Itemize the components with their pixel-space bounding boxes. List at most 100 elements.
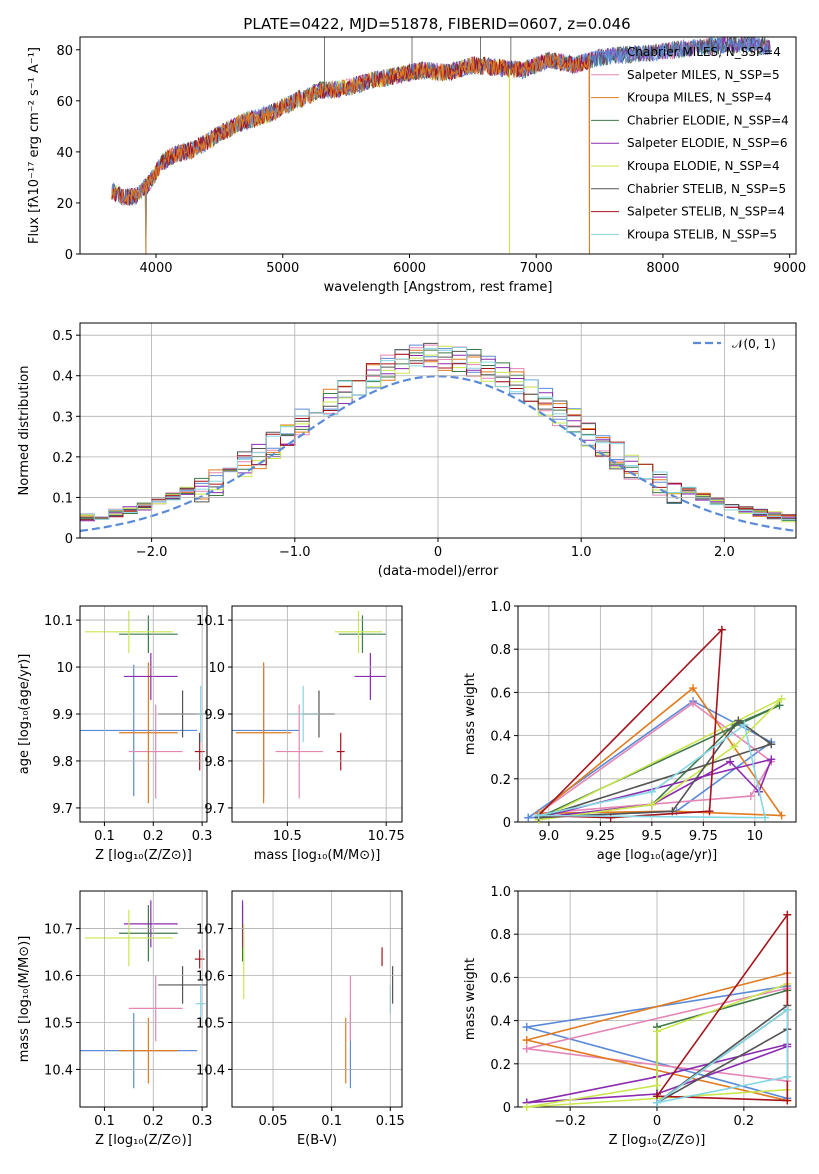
x-tick-label: 9000 [773, 261, 806, 276]
plot-area-age_vs_Z [80, 610, 207, 804]
y-tick-label: 0.8 [490, 643, 511, 658]
legend-label: Kroupa ELODIE, N_SSP=4 [627, 159, 780, 173]
panel-age_vs_Z: 0.1 0.2 0.3 9.7 9.8 9.9 10 10.1 Z [log₁₀(Z/Z⊙)] a… [17, 605, 213, 863]
y-tick-label: 80 [56, 44, 73, 59]
y-axis-label: age [log₁₀(age/yr)] [17, 654, 32, 775]
y-axis-label: mass [log₁₀(M/M⊙)] [17, 936, 32, 1063]
panel-age_vs_mass: 10.5 10.75 9.7 9.8 9.9 10 10.1 mass [log₁₀(M/M⊙… [196, 605, 405, 863]
y-tick-label: 0 [503, 1101, 511, 1116]
x-tick-label: 9.25 [586, 829, 615, 844]
weight-marker [653, 1027, 661, 1036]
weight-marker [730, 742, 739, 751]
y-tick-label: 0.6 [490, 971, 511, 986]
weight-marker [534, 811, 543, 820]
x-axis-label: E(B-V) [297, 1133, 337, 1148]
legend-label: Kroupa STELIB, N_SSP=5 [627, 227, 777, 241]
y-tick-label: 0.1 [52, 491, 73, 506]
y-tick-label: 0.4 [490, 1015, 511, 1030]
x-tick-label: 8000 [646, 261, 679, 276]
plot-area-age_vs_mass [232, 610, 387, 804]
axes-frame [79, 605, 208, 823]
x-tick-label: 4000 [139, 261, 172, 276]
y-axis-label: mass weight [463, 673, 478, 755]
weight-marker [767, 740, 776, 749]
weight-marker [783, 1096, 792, 1105]
weight-marker [647, 800, 656, 809]
weight-marker [777, 811, 786, 820]
x-tick-label: 0.2 [734, 1114, 755, 1129]
legend-label: Chabrier MILES, N_SSP=4 [627, 45, 781, 59]
plot-area-spectrum [111, 37, 771, 254]
weight-marker [606, 813, 615, 822]
x-tick-label: 0.2 [143, 829, 164, 844]
x-axis-label: age [log₁₀(age/yr)] [597, 848, 718, 863]
panel-residuals: −2.0 −1.0 0 1.0 2.0 0 0.1 0.2 0.3 0.4 0.5 (data-mod… [17, 322, 797, 579]
weight-marker [777, 694, 786, 703]
weight-marker [522, 1103, 531, 1111]
x-axis-label: mass [log₁₀(M/M⊙)] [254, 848, 381, 863]
weight-marker [522, 1036, 531, 1045]
y-tick-label: 0.3 [52, 410, 73, 425]
weight-marker [653, 1081, 661, 1090]
x-tick-label: 7000 [520, 261, 553, 276]
plot-area-mass_vs_ebv [241, 900, 394, 1089]
axes-frame [517, 605, 797, 823]
weight-marker [653, 1098, 661, 1107]
x-tick-label: 10.5 [273, 829, 302, 844]
panel-weight_vs_age: 9.0 9.25 9.5 9.75 10 0 0.2 0.4 0.6 0.8 1.0 age [log… [463, 600, 797, 863]
y-tick-label: 10.1 [196, 614, 225, 629]
axes-frame [79, 36, 797, 255]
x-tick-label: 0.15 [376, 1114, 405, 1129]
weight-line [656, 1008, 789, 1104]
y-tick-label: 9.7 [52, 802, 73, 817]
x-tick-label: 0.2 [143, 1114, 164, 1129]
weight-marker [746, 792, 755, 801]
legend-label: Salpeter STELIB, N_SSP=4 [627, 205, 785, 219]
y-tick-label: 10.7 [44, 923, 73, 938]
axes-frame [79, 322, 797, 539]
y-tick-label: 9.8 [52, 755, 73, 770]
y-tick-label: 1.0 [490, 885, 511, 900]
legend-label: Salpeter ELODIE, N_SSP=6 [627, 136, 788, 150]
panel-weight_vs_Z: −0.2 0 0.2 0 0.2 0.4 0.6 0.8 1.0 Z [log₁₀(Z/Z⊙)] m… [463, 885, 797, 1148]
y-tick-label: 9.9 [204, 708, 225, 723]
weight-marker [775, 701, 784, 710]
y-tick-label: 0.2 [490, 773, 511, 788]
weight-marker [783, 1072, 792, 1081]
panel-mass_vs_Z: 0.1 0.2 0.3 10.4 10.5 10.6 10.7 Z [log₁₀(Z/Z⊙)]… [17, 890, 213, 1148]
y-axis-label: Normed distribution [17, 366, 32, 496]
x-tick-label: 0.1 [94, 829, 115, 844]
x-axis-label: Z [log₁₀(Z/Z⊙)] [95, 1133, 192, 1148]
legend-label: Chabrier STELIB, N_SSP=5 [627, 182, 786, 196]
weight-marker [647, 787, 656, 796]
weight-marker [734, 716, 743, 725]
y-tick-label: 0 [65, 248, 73, 263]
panel-mass_vs_ebv: 0.05 0.1 0.15 10.4 10.5 10.6 10.7 E(B-V) [196, 890, 405, 1148]
weight-marker [783, 910, 792, 919]
y-tick-label: 10.4 [44, 1063, 73, 1078]
x-axis-label: Z [log₁₀(Z/Z⊙)] [609, 1133, 706, 1148]
axes-frame [231, 890, 403, 1108]
x-tick-label: 0.1 [321, 1114, 342, 1129]
y-tick-label: 0.2 [490, 1058, 511, 1073]
y-tick-label: 9.9 [52, 708, 73, 723]
legend-label: Salpeter MILES, N_SSP=5 [627, 68, 780, 82]
x-tick-label: 0.3 [192, 1114, 213, 1129]
weight-marker [705, 807, 714, 816]
x-tick-label: 9.5 [642, 829, 663, 844]
y-tick-label: 10.7 [196, 923, 225, 938]
legend: Chabrier MILES, N_SSP=4 Salpeter MILES, N… [591, 45, 789, 241]
weight-line [538, 698, 783, 821]
weight-marker [524, 813, 533, 822]
y-tick-label: 60 [56, 95, 73, 110]
x-tick-label: 2.0 [714, 545, 735, 560]
x-tick-label: 5000 [266, 261, 299, 276]
x-tick-label: 0.3 [192, 829, 213, 844]
x-tick-label: 10 [747, 829, 764, 844]
weight-marker [717, 625, 726, 634]
x-tick-label: −1.0 [279, 545, 311, 560]
y-tick-label: 10.1 [44, 614, 73, 629]
x-tick-label: −2.0 [136, 545, 168, 560]
legend-label: Kroupa MILES, N_SSP=4 [627, 91, 772, 105]
legend-label: 𝒩(0, 1) [732, 337, 776, 351]
